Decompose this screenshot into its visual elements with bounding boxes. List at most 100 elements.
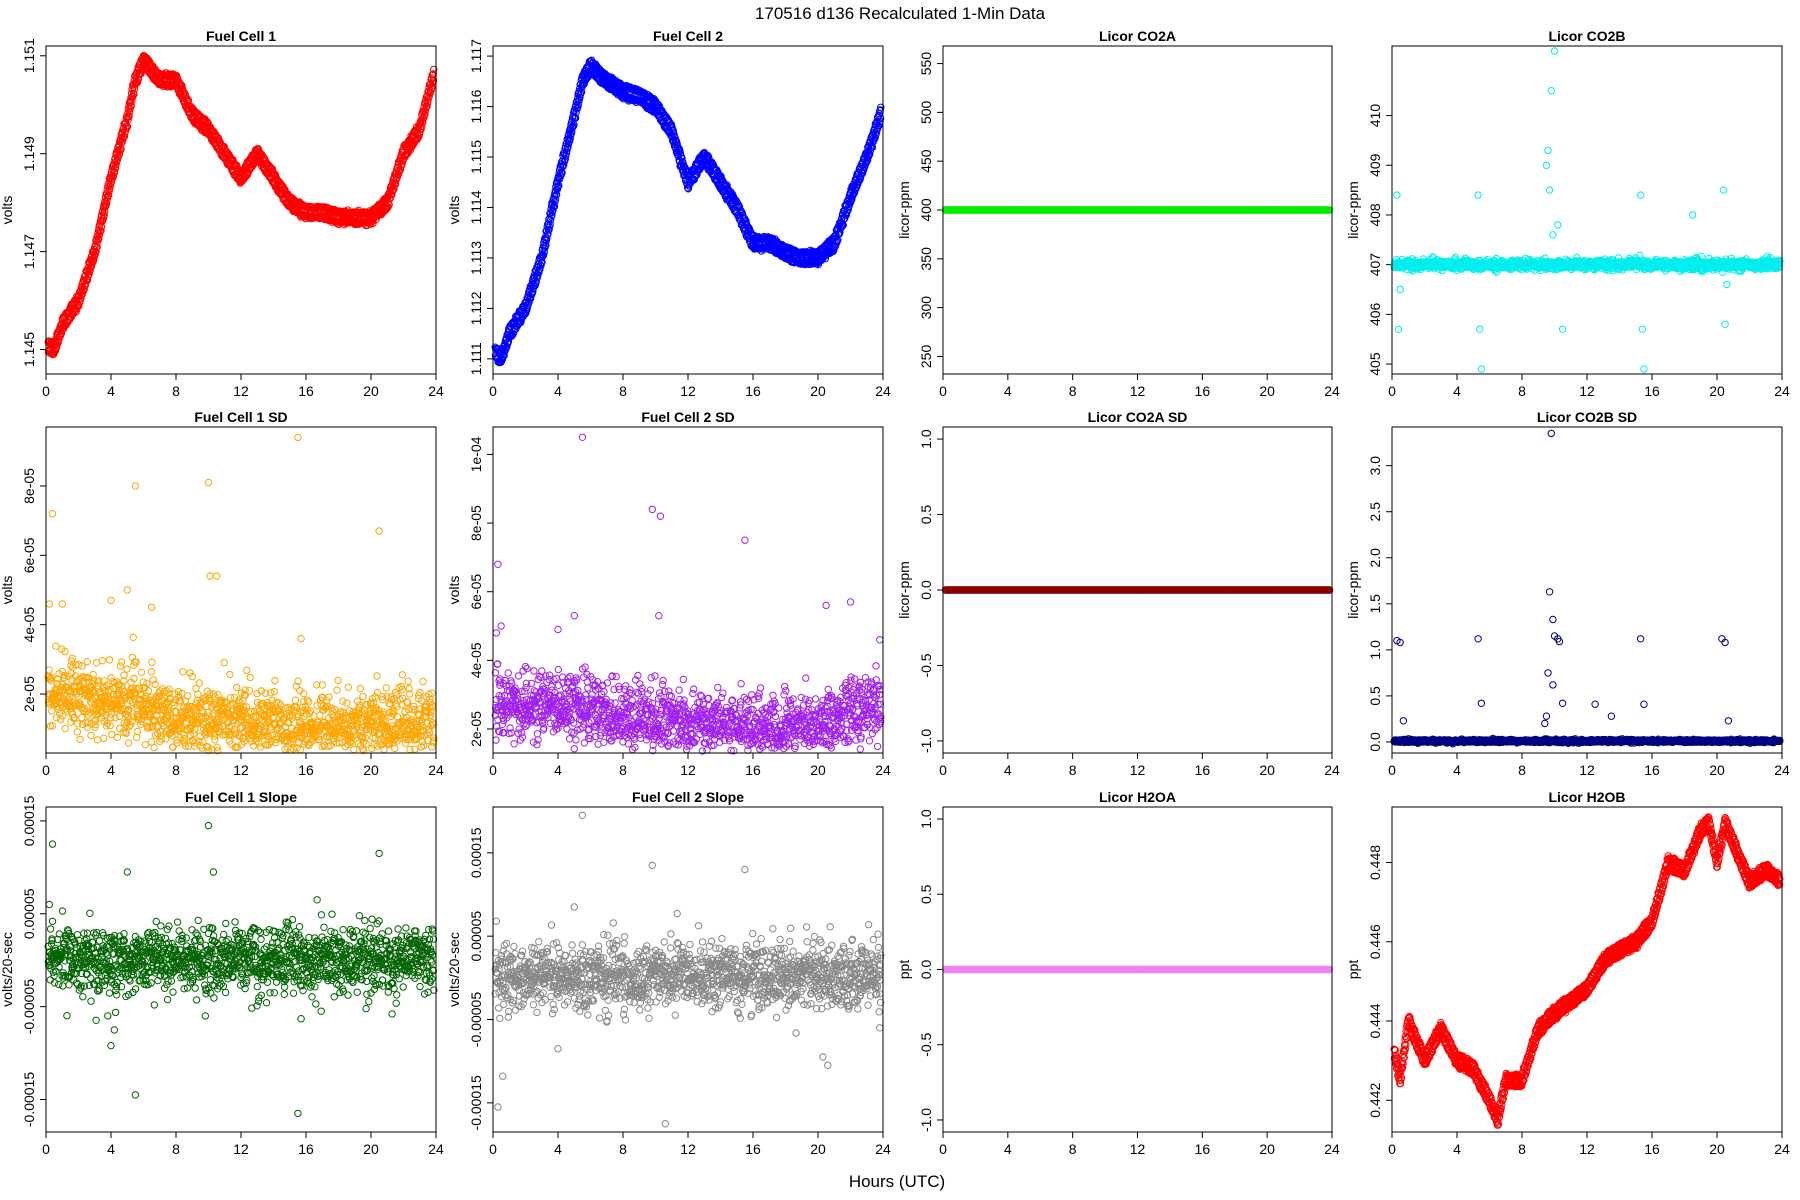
outlier-point: [1723, 280, 1731, 289]
data-point: [45, 666, 53, 674]
data-point: [109, 172, 118, 181]
data-point: [126, 105, 134, 113]
y-tick-label: 400: [918, 198, 934, 222]
x-tick-label: 24: [1324, 383, 1340, 399]
data-point: [78, 290, 87, 298]
y-tick-label: 409: [1367, 153, 1383, 177]
y-tick-label: 410: [1367, 104, 1383, 128]
x-tick-label: 16: [298, 762, 314, 778]
x-tick-label: 24: [1774, 383, 1790, 399]
data-point: [130, 90, 138, 98]
data-point: [52, 343, 61, 351]
y-tick-label: 1.111: [468, 342, 484, 375]
x-tick-label: 4: [107, 762, 115, 778]
x-tick-label: 20: [1709, 383, 1725, 399]
y-tick-label: 300: [918, 296, 934, 320]
data-point: [80, 285, 88, 293]
data-point: [110, 168, 119, 177]
x-tick-label: 12: [1130, 383, 1146, 399]
x-tick-label: 20: [363, 383, 379, 399]
outlier-point: [1550, 47, 1559, 55]
y-tick-label: 1.116: [468, 89, 484, 123]
outlier-point: [1549, 231, 1557, 239]
x-tick-label: 4: [1453, 383, 1461, 399]
outlier-point: [1719, 186, 1728, 194]
y-tick-label: 1.112: [468, 291, 484, 325]
data-point: [100, 211, 108, 219]
outlier-point: [1396, 285, 1404, 294]
data-point: [130, 84, 139, 93]
x-tick-label: 8: [1518, 383, 1526, 399]
y-tick-label: 6e-05: [21, 537, 37, 573]
x-tick-label: 0: [489, 383, 497, 399]
plot-frame: [1391, 45, 1783, 375]
y-tick-label: 550: [918, 52, 934, 76]
x-tick-label: 4: [107, 383, 115, 399]
x-tick-label: 8: [172, 762, 180, 778]
outlier-point: [1542, 161, 1551, 170]
panel-title: Licor CO2A: [1099, 28, 1176, 44]
x-tick-label: 24: [428, 383, 444, 399]
data-point: [104, 192, 112, 200]
y-tick-label: 350: [918, 247, 934, 271]
y-axis-label: licor-ppm: [896, 181, 912, 239]
outlier-point: [1554, 221, 1562, 229]
y-tick-label: 8e-05: [21, 468, 37, 504]
outlier-point: [1636, 191, 1645, 199]
x-tick-label: 20: [363, 762, 379, 778]
x-tick-label: 0: [42, 762, 50, 778]
data-point: [75, 302, 83, 310]
x-tick-label: 16: [298, 383, 314, 399]
data-point: [61, 724, 69, 733]
y-tick-label: 405: [1367, 352, 1383, 376]
outlier-point: [1477, 365, 1486, 373]
outlier-point: [1638, 325, 1647, 333]
x-tick-label: 12: [680, 383, 696, 399]
x-tick-label: 16: [745, 383, 761, 399]
x-tick-label: 8: [172, 383, 180, 399]
data-point: [92, 247, 100, 256]
outlier-point: [1476, 325, 1484, 333]
data-point: [52, 714, 61, 722]
x-tick-label: 12: [1579, 383, 1595, 399]
data-point: [93, 243, 101, 251]
y-axis-label: volts: [0, 196, 15, 225]
outlier-point: [1545, 186, 1554, 194]
panel-title: Fuel Cell 2: [653, 28, 723, 44]
y-tick-label: 500: [918, 100, 934, 124]
outlier-point: [1558, 325, 1567, 333]
x-tick-label: 24: [428, 762, 444, 778]
outlier-point: [1474, 191, 1482, 199]
outlier-point: [1544, 146, 1552, 155]
y-tick-label: 406: [1367, 302, 1383, 326]
y-tick-label: 2e-05: [21, 676, 37, 712]
outlier-point: [1640, 365, 1648, 373]
data-point: [127, 102, 136, 110]
data-points: [941, 206, 1334, 214]
data-point: [52, 642, 60, 650]
panel-title: Fuel Cell 1: [206, 28, 276, 44]
figure-title: 170516 d136 Recalculated 1-Min Data: [755, 4, 1046, 23]
y-tick-label: 407: [1367, 253, 1383, 277]
y-tick-label: 1.115: [468, 140, 484, 174]
x-tick-label: 0: [1388, 383, 1396, 399]
y-axis-label: volts: [0, 576, 15, 605]
data-points: [491, 56, 885, 367]
panel-title: Fuel Cell 1 SD: [194, 409, 287, 425]
data-point: [137, 69, 145, 78]
x-tick-label: 12: [233, 762, 249, 778]
y-tick-label: 1.113: [468, 241, 484, 275]
x-tick-label: 8: [1069, 383, 1077, 399]
x-tick-label: 12: [233, 383, 249, 399]
y-tick-label: 1.151: [21, 38, 37, 73]
data-point: [120, 133, 129, 141]
data-point: [124, 116, 132, 124]
data-points: [44, 433, 438, 755]
x-tick-label: 0: [42, 383, 50, 399]
